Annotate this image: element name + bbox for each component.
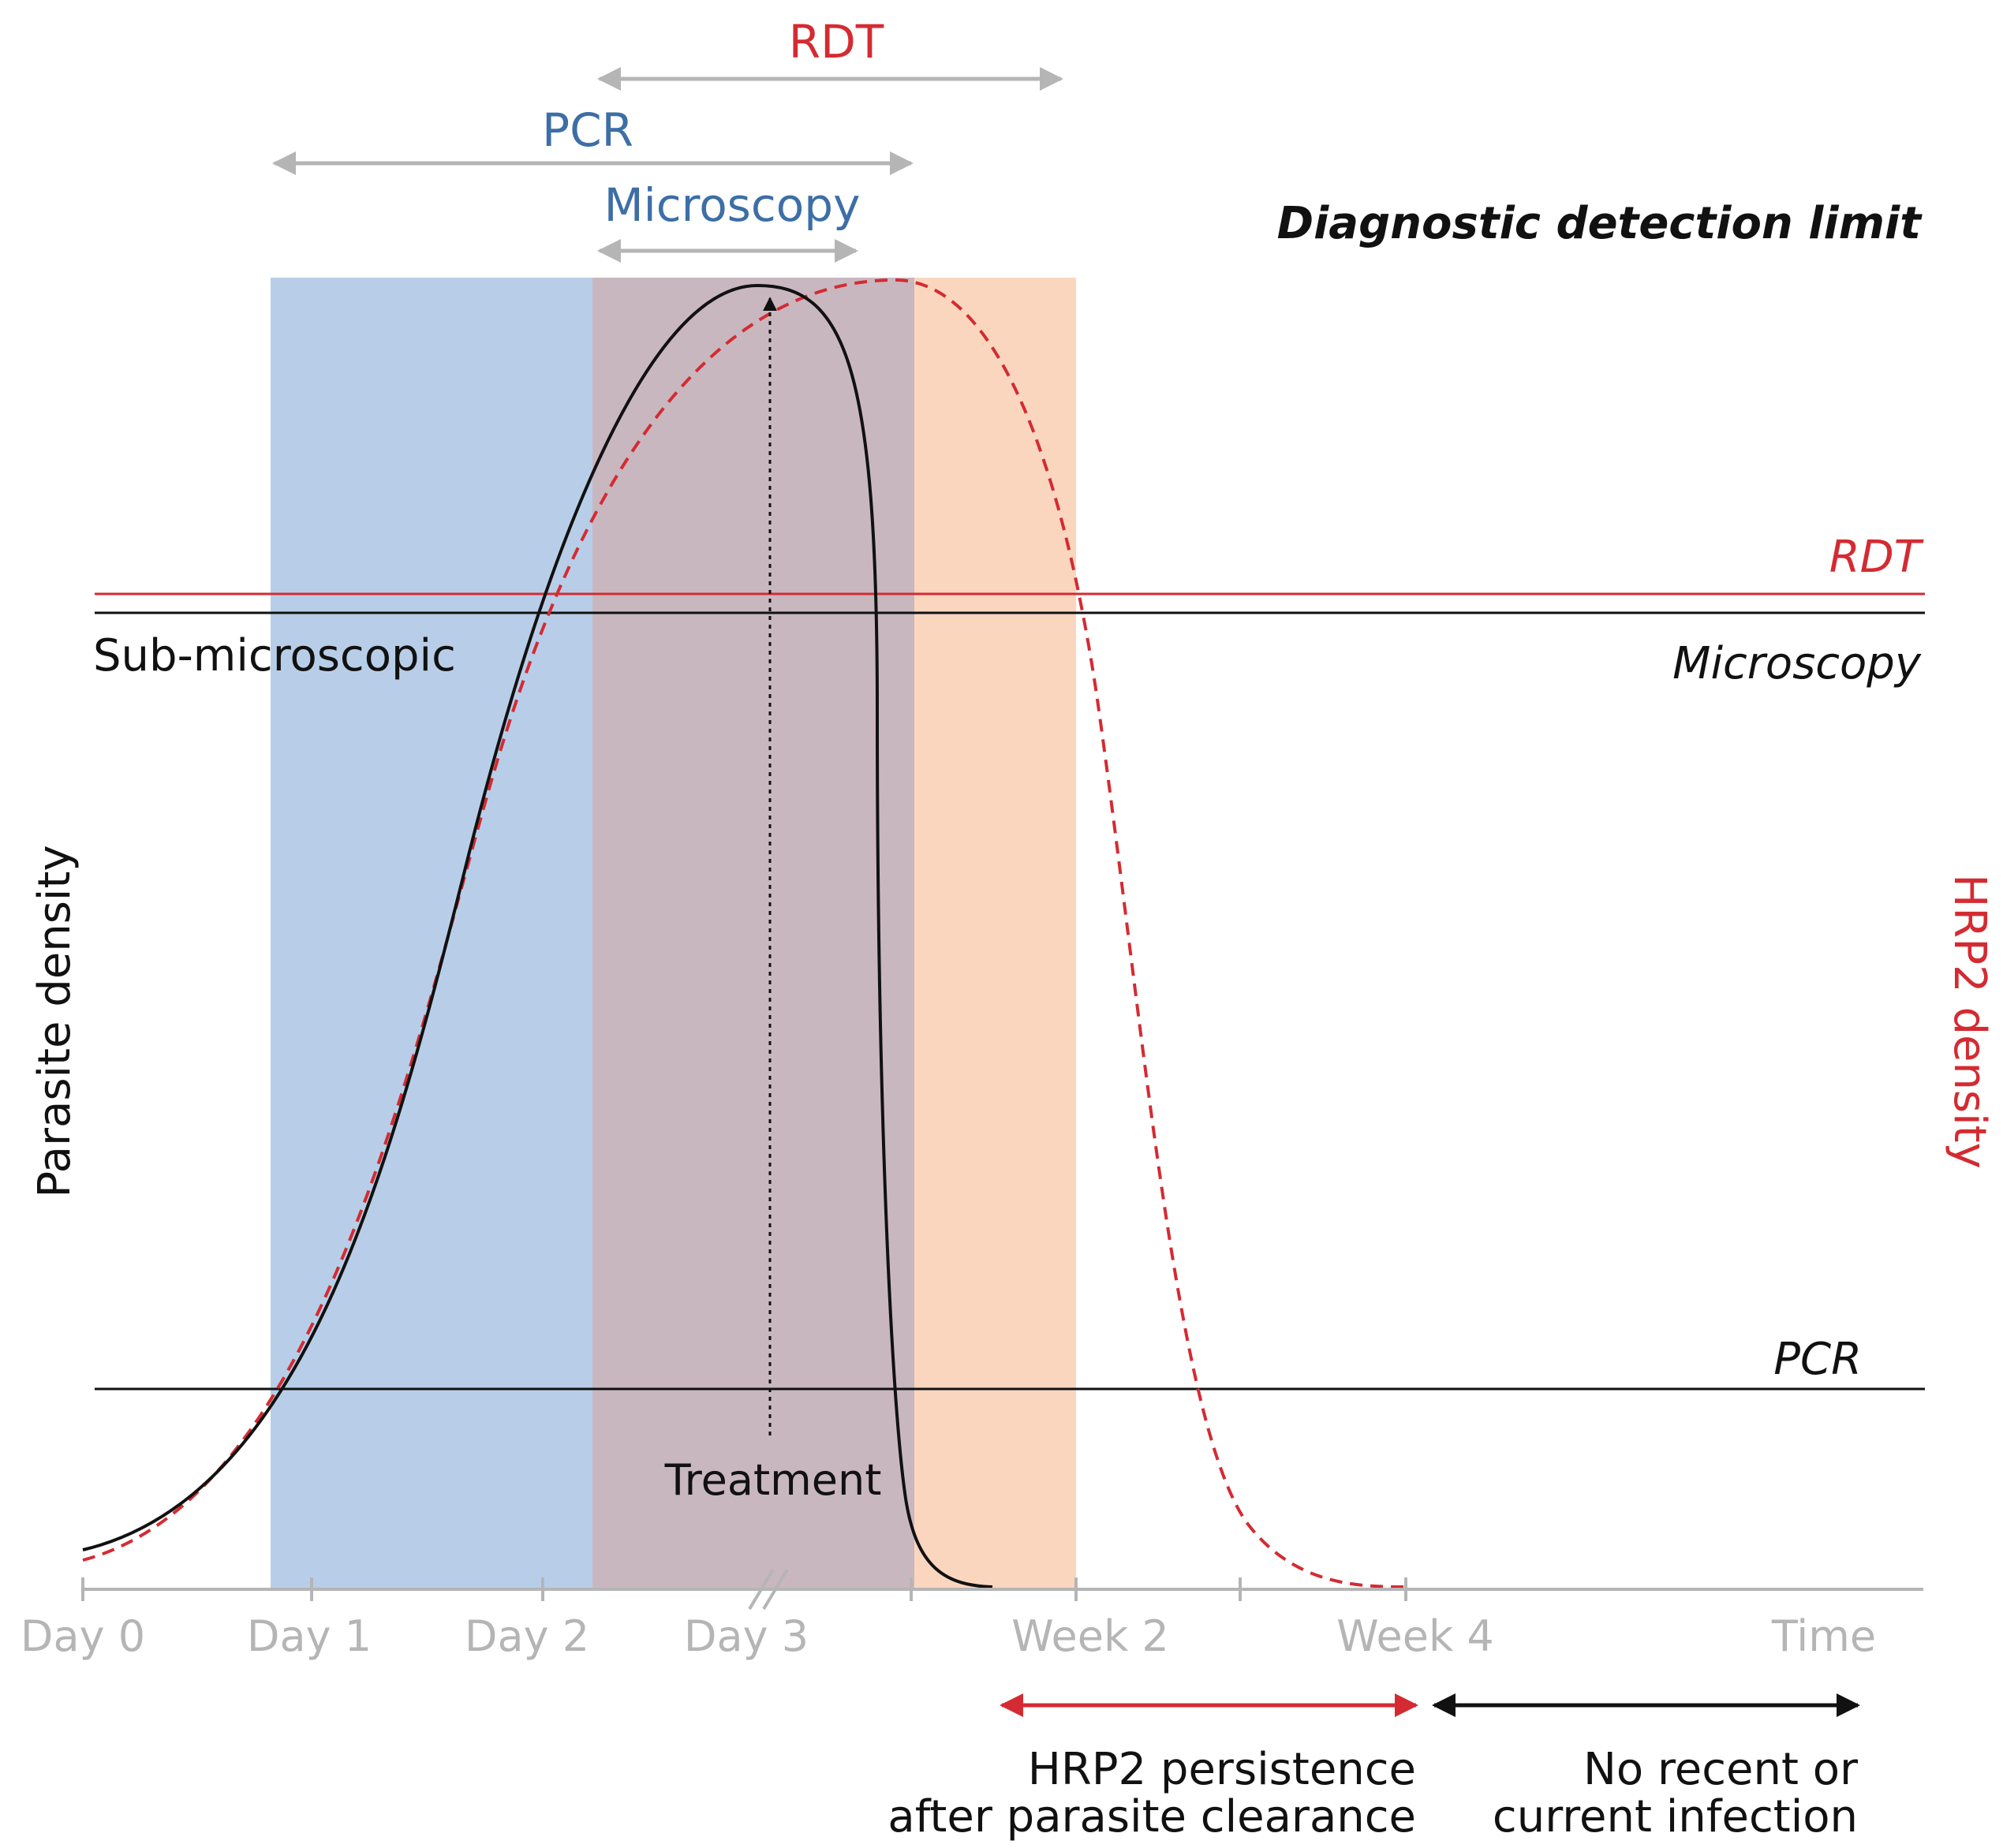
microscopy-band: [592, 278, 914, 1589]
hrp2-density-axis-label: HRP2 density: [1944, 874, 1995, 1169]
rdt-window-label: RDT: [789, 15, 884, 69]
parasite-density-curve: [82, 283, 993, 1589]
tick-label-day-3: Day 3: [684, 1611, 809, 1661]
microscopy-threshold-label: Microscopy: [1672, 638, 1922, 689]
no-infection-label-2: current infection: [1493, 1791, 1858, 1842]
pcr-only-band: [271, 278, 592, 1589]
detection-limit-heading: Diagnostic detection limit: [1277, 198, 1923, 249]
hrp2-density-curve: [82, 278, 1409, 1589]
microscopy-window-label: Microscopy: [604, 178, 861, 232]
hrp2-persistence-label-1: HRP2 persistence: [1028, 1744, 1416, 1795]
rdt-only-band: [914, 278, 1076, 1589]
tick-label-week-2: Week 2: [1011, 1611, 1168, 1661]
rdt-threshold-label: RDT: [1829, 532, 1924, 583]
tick-label-time: Time: [1771, 1611, 1876, 1661]
pcr-window-label: PCR: [542, 103, 633, 157]
sub-microscopic-label: Sub-microscopic: [93, 630, 456, 681]
no-infection-label-1: No recent or: [1583, 1744, 1859, 1795]
x-axis-ticks: [81, 1577, 1407, 1601]
parasite-density-axis-label: Parasite density: [29, 845, 80, 1197]
pcr-threshold-label: PCR: [1773, 1334, 1862, 1385]
axis-break: [748, 1568, 789, 1611]
tick-label-day-0: Day 0: [21, 1611, 145, 1661]
tick-label-day-2: Day 2: [465, 1611, 589, 1661]
treatment-label: Treatment: [664, 1455, 882, 1505]
tick-label-day-1: Day 1: [247, 1611, 372, 1661]
tick-label-week-4: Week 4: [1336, 1611, 1493, 1661]
hrp2-persistence-label-2: after parasite clearance: [888, 1791, 1416, 1842]
